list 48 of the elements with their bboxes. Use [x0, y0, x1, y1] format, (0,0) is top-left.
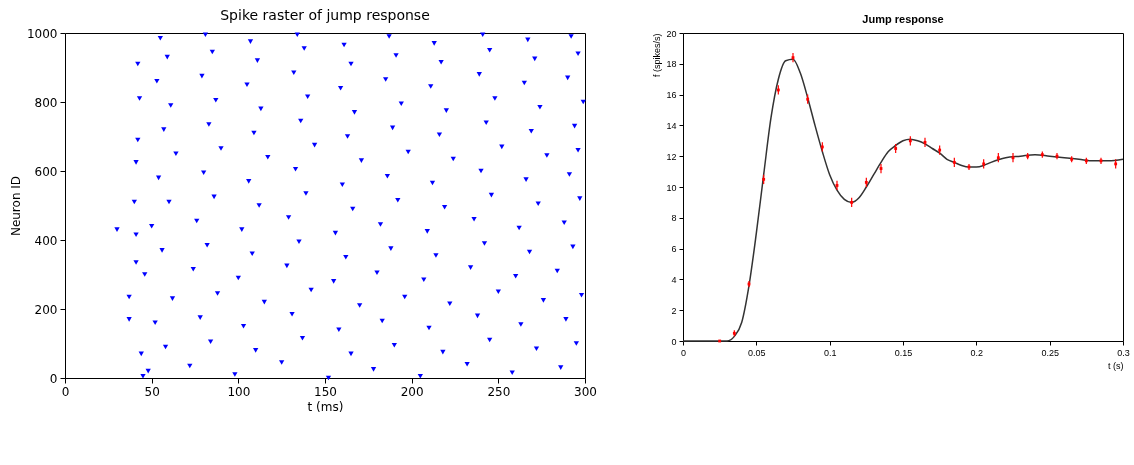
y-tick-label: 14 — [666, 120, 677, 131]
y-tick-label: 400 — [34, 233, 58, 248]
point — [952, 160, 956, 164]
y-tick-label: 4 — [671, 274, 677, 285]
x-axis-title: t (s) — [1108, 360, 1124, 371]
x-tick-label: 0.1 — [823, 347, 837, 358]
x-tick-label: 0.2 — [970, 347, 984, 358]
point — [982, 162, 986, 166]
x-tick-label: 0 — [61, 384, 70, 399]
point — [894, 147, 898, 150]
x-tick-label: 0 — [680, 347, 687, 358]
x-tick-label: 0.15 — [894, 347, 913, 358]
point — [850, 200, 854, 204]
x-axis-title: t (ms) — [307, 399, 344, 414]
y-tick-label: 800 — [34, 95, 58, 110]
y-tick-label: 6 — [671, 244, 677, 255]
x-tick-label: 300 — [574, 384, 597, 399]
y-tick-label: 18 — [666, 59, 677, 70]
x-tick-label: 150 — [314, 384, 337, 399]
y-tick-label: 8 — [671, 213, 677, 224]
point — [864, 180, 868, 184]
y-axis-title: Neuron ID — [8, 175, 23, 237]
x-tick-label: 100 — [227, 384, 251, 399]
y-tick-label: 12 — [666, 151, 677, 162]
x-tick-label: 200 — [400, 384, 424, 399]
point — [1114, 162, 1118, 166]
x-tick-label: 250 — [487, 384, 511, 399]
y-axis-title: f (spikes/s) — [652, 33, 663, 78]
y-tick-label: 10 — [666, 182, 677, 193]
y-tick-label: 2 — [671, 305, 677, 316]
point — [996, 156, 1000, 160]
y-tick-label: 200 — [34, 302, 58, 317]
x-tick-label: 0.05 — [748, 347, 766, 358]
y-tick-label: 16 — [666, 90, 677, 101]
x-tick-label: 50 — [144, 384, 160, 399]
line-series — [682, 58, 1124, 342]
y-tick-label: 0 — [671, 336, 677, 347]
y-tick-label: 20 — [666, 28, 677, 39]
x-tick-label: 0.25 — [1041, 347, 1059, 358]
chart-title: Spike raster of jump response — [220, 7, 430, 23]
chart-title: Jump response — [862, 13, 944, 25]
y-tick-label: 1000 — [26, 26, 58, 41]
x-tick-label: 0.3 — [1117, 347, 1130, 358]
point — [806, 97, 810, 101]
point — [762, 177, 766, 181]
y-tick-label: 0 — [49, 371, 58, 386]
point — [908, 139, 912, 143]
y-tick-label: 600 — [34, 164, 58, 179]
